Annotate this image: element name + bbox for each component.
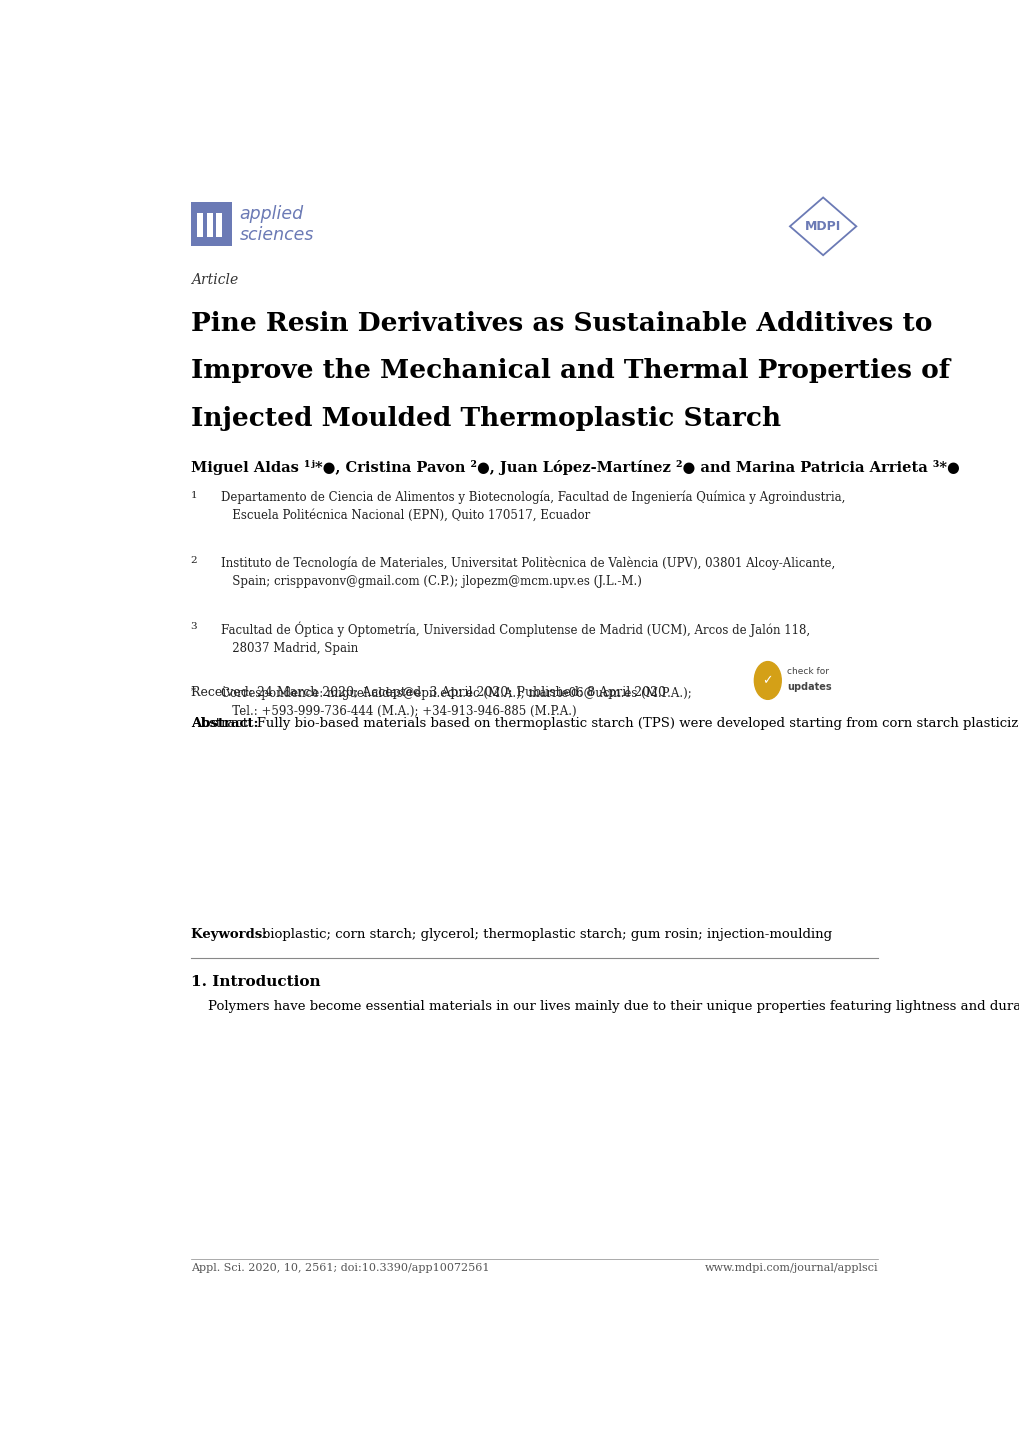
Text: Miguel Aldas ¹ʲ*●, Cristina Pavon ²●, Juan López-Martínez ²● and Marina Patricia: Miguel Aldas ¹ʲ*●, Cristina Pavon ²●, Ju… — [191, 460, 959, 474]
Text: Injected Moulded Thermoplastic Starch: Injected Moulded Thermoplastic Starch — [191, 407, 781, 431]
Polygon shape — [789, 198, 856, 255]
Text: 1: 1 — [191, 490, 197, 499]
Text: updates: updates — [786, 682, 830, 692]
Text: www.mdpi.com/journal/applsci: www.mdpi.com/journal/applsci — [704, 1263, 877, 1273]
Text: sciences: sciences — [239, 226, 314, 244]
Text: *: * — [191, 688, 196, 696]
Text: Appl. Sci. 2020, 10, 2561; doi:10.3390/app10072561: Appl. Sci. 2020, 10, 2561; doi:10.3390/a… — [191, 1263, 489, 1273]
Text: Instituto de Tecnología de Materiales, Universitat Politècnica de València (UPV): Instituto de Tecnología de Materiales, U… — [220, 557, 835, 587]
Text: Correspondence: miguel.aldas@epn.edu.ec (M.A.); marrie06@ucm.es (M.P.A.);
   Tel: Correspondence: miguel.aldas@epn.edu.ec … — [220, 688, 691, 718]
Text: Improve the Mechanical and Thermal Properties of: Improve the Mechanical and Thermal Prope… — [191, 359, 949, 384]
Text: check for: check for — [786, 668, 828, 676]
FancyBboxPatch shape — [216, 213, 222, 238]
Text: Departamento de Ciencia de Alimentos y Biotecnología, Facultad de Ingeniería Quí: Departamento de Ciencia de Alimentos y B… — [220, 490, 845, 522]
FancyBboxPatch shape — [191, 202, 231, 247]
Text: ✓: ✓ — [762, 673, 772, 686]
Circle shape — [754, 662, 781, 699]
Text: Facultad de Óptica y Optometría, Universidad Complutense de Madrid (UCM), Arcos : Facultad de Óptica y Optometría, Univers… — [220, 622, 809, 655]
Text: bioplastic; corn starch; glycerol; thermoplastic starch; gum rosin; injection-mo: bioplastic; corn starch; glycerol; therm… — [262, 929, 832, 942]
FancyBboxPatch shape — [206, 213, 213, 238]
Text: Polymers have become essential materials in our lives mainly due to their unique: Polymers have become essential materials… — [191, 1001, 1019, 1014]
Text: applied: applied — [239, 205, 304, 224]
Text: 2: 2 — [191, 557, 197, 565]
Text: Keywords:: Keywords: — [191, 929, 271, 942]
Text: Article: Article — [191, 273, 237, 287]
FancyBboxPatch shape — [197, 213, 203, 238]
Text: 3: 3 — [191, 622, 197, 630]
Text: Abstract:: Abstract: — [191, 717, 263, 730]
Text: Pine Resin Derivatives as Sustainable Additives to: Pine Resin Derivatives as Sustainable Ad… — [191, 310, 931, 336]
Text: MDPI: MDPI — [804, 219, 841, 232]
Text: Received: 24 March 2020; Accepted: 3 April 2020; Published: 8 April 2020: Received: 24 March 2020; Accepted: 3 Apr… — [191, 686, 665, 699]
Text: 1. Introduction: 1. Introduction — [191, 975, 320, 989]
Text: Abstract: Fully bio-based materials based on thermoplastic starch (TPS) were dev: Abstract: Fully bio-based materials base… — [191, 717, 1019, 730]
